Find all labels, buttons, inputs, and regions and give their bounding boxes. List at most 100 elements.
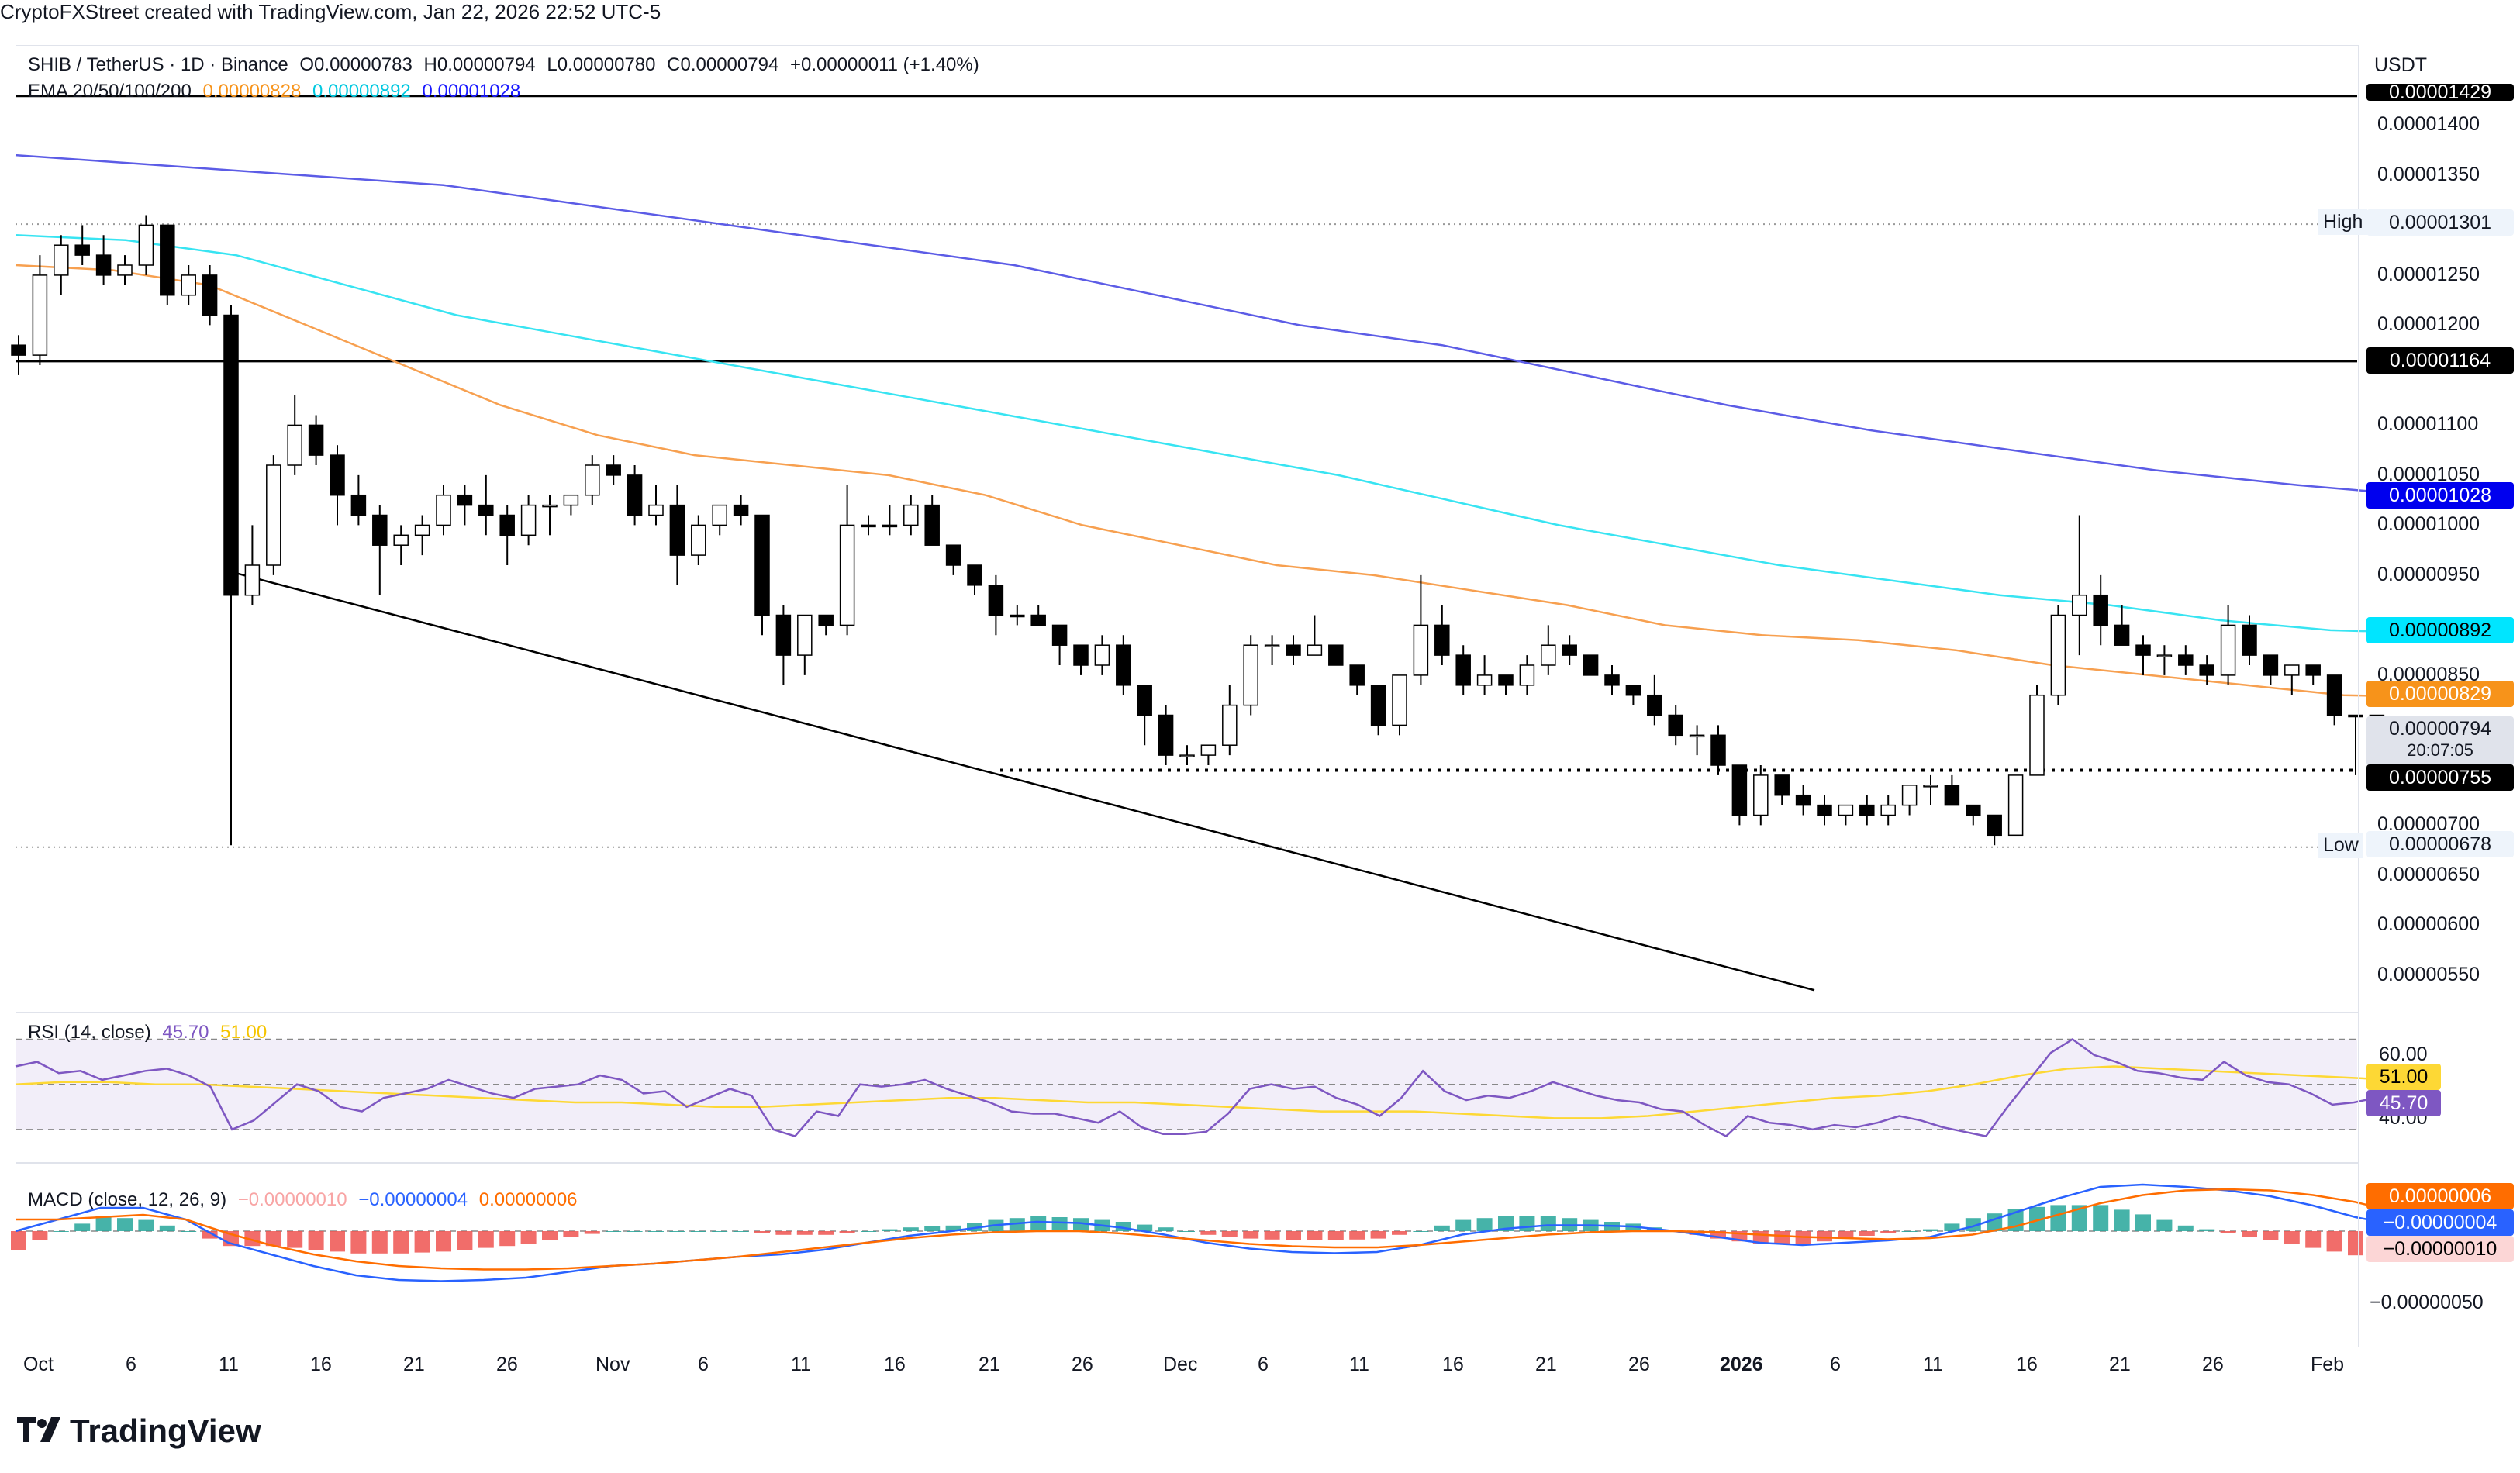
low-price-tag: 0.00000678 xyxy=(2366,831,2514,857)
macd-histogram-bar xyxy=(1286,1231,1301,1240)
candle-up xyxy=(2284,664,2300,676)
last-price-value: 0.00000794 xyxy=(2388,718,2492,740)
candle-down xyxy=(1710,734,1726,766)
time-tick-label: Oct xyxy=(23,1354,54,1375)
macd-histogram-bar xyxy=(1243,1231,1259,1239)
candle-down xyxy=(967,564,982,586)
macd-histogram-bar xyxy=(32,1231,48,1240)
macd-histogram-bar xyxy=(1030,1216,1047,1231)
ema200-line xyxy=(15,154,2441,498)
macd-axis-label: −0.00000050 xyxy=(2370,1292,2484,1313)
candle-down xyxy=(330,454,345,496)
candle-down xyxy=(1328,644,1344,666)
descending-trendline xyxy=(224,569,1815,992)
candle-down xyxy=(1944,785,1960,806)
rsi-ma-value: 51.00 xyxy=(220,1022,268,1043)
candle-up xyxy=(1519,664,1535,686)
price-tick-label: 0.00001050 xyxy=(2377,463,2480,485)
candle-down xyxy=(160,224,175,296)
candle-up xyxy=(1094,644,1110,666)
time-tick-label: 16 xyxy=(2016,1354,2038,1375)
rsi-title[interactable]: RSI (14, close) xyxy=(28,1022,151,1043)
ohlc-high-label: H xyxy=(423,54,437,75)
price-tick-label: 0.00001100 xyxy=(2377,413,2479,436)
tradingview-logo[interactable]: TradingView xyxy=(17,1413,261,1450)
macd-histogram-bar xyxy=(457,1231,473,1250)
macd-histogram-bar xyxy=(2220,1231,2236,1233)
macd-histogram-bar xyxy=(796,1231,813,1235)
macd-histogram-bar xyxy=(882,1229,898,1231)
candle-down xyxy=(1349,664,1365,686)
macd-pane-frame xyxy=(16,1163,2359,1347)
time-tick-label: 6 xyxy=(1830,1354,1841,1375)
candle-up xyxy=(1541,644,1556,666)
candle-down xyxy=(627,474,643,516)
candle-up xyxy=(1243,644,1258,706)
candle-down xyxy=(478,504,494,516)
rsi-ma-tag: 51.00 xyxy=(2366,1064,2441,1090)
candle-up xyxy=(1010,614,1025,618)
candle-down xyxy=(924,504,940,546)
macd-title[interactable]: MACD (close, 12, 26, 9) xyxy=(28,1189,227,1210)
candle-up xyxy=(287,424,302,466)
candle-up xyxy=(1753,774,1769,816)
ema-label[interactable]: EMA 20/50/100/200 xyxy=(28,81,192,102)
candle-down xyxy=(308,424,324,456)
time-tick-label: 21 xyxy=(1535,1354,1557,1375)
ohlc-close: 0.00000794 xyxy=(680,54,779,75)
macd-histogram-bar xyxy=(903,1227,919,1231)
top-price-tag: 0.00001429 xyxy=(2366,84,2514,101)
time-tick-label: 6 xyxy=(126,1354,136,1375)
macd-histogram-bar xyxy=(265,1231,281,1247)
ohlc-change: +0.00000011 (+1.40%) xyxy=(789,54,979,75)
signal-line xyxy=(16,1188,2441,1271)
macd-histogram-bar xyxy=(924,1226,941,1231)
macd-histogram-bar xyxy=(2263,1231,2279,1240)
macd-histogram-bar xyxy=(2114,1209,2130,1231)
macd-histogram-bar xyxy=(733,1231,749,1232)
candle-up xyxy=(436,494,451,526)
macd-histogram-bar xyxy=(287,1231,303,1248)
price-pane-frame xyxy=(16,45,2359,1012)
candle-up xyxy=(839,524,855,626)
macd-histogram-bar xyxy=(1009,1218,1025,1231)
candle-up xyxy=(2220,624,2236,676)
candle-up xyxy=(1476,674,1493,686)
macd-hist-tag: −0.00000010 xyxy=(2366,1236,2514,1262)
currency-label[interactable]: USDT xyxy=(2374,54,2428,76)
candle-down xyxy=(606,464,621,476)
candle-up xyxy=(2007,774,2024,837)
macd-histogram-bar xyxy=(520,1231,537,1244)
macd-histogram-bar xyxy=(1540,1216,1556,1231)
macd-line-tag: −0.00000004 xyxy=(2366,1209,2514,1236)
candle-down xyxy=(2242,624,2257,656)
macd-histogram-bar xyxy=(712,1231,728,1232)
candle-up xyxy=(2072,594,2087,616)
time-tick-label: 21 xyxy=(2109,1354,2131,1375)
candle-up xyxy=(1222,704,1238,746)
candle-up xyxy=(2348,714,2363,718)
candle-up xyxy=(414,524,430,536)
candle-up xyxy=(1307,644,1323,656)
candle-down xyxy=(733,504,749,516)
candle-up xyxy=(1689,734,1705,738)
ema100-line xyxy=(15,234,2441,634)
macd-hist-value: −0.00000010 xyxy=(237,1189,347,1210)
candle-up xyxy=(54,244,69,276)
time-tick-label: 6 xyxy=(1258,1354,1269,1375)
ohlc-high: 0.00000794 xyxy=(437,54,536,75)
candle-down xyxy=(1795,794,1811,806)
candle-down xyxy=(1455,654,1471,686)
candle-up xyxy=(266,464,281,566)
ema200-price-tag: 0.00001028 xyxy=(2366,482,2514,509)
macd-histogram-bar xyxy=(330,1231,345,1252)
macd-histogram-bar xyxy=(478,1231,494,1248)
candle-down xyxy=(1051,624,1068,646)
price-tick-label: 0.00001000 xyxy=(2377,513,2480,536)
candle-down xyxy=(1116,644,1131,686)
macd-histogram-bar xyxy=(542,1231,558,1240)
macd-histogram-bar xyxy=(1923,1229,1938,1231)
symbol-line[interactable]: SHIB / TetherUS · 1D · Binance xyxy=(28,54,288,75)
macd-histogram-bar xyxy=(1901,1231,1918,1232)
candle-up xyxy=(542,504,558,508)
